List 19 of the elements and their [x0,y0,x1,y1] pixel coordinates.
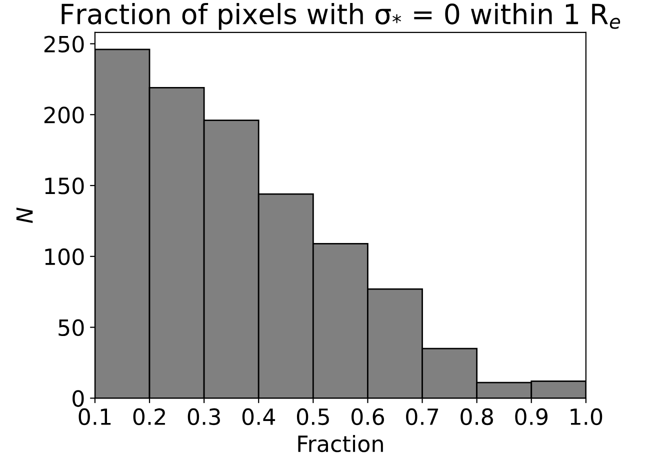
chart-title: Fraction of pixels with σ$_{*}$ = 0 within 1 R$_{e}$ [62,2,620,30]
y-axis-title: N [16,208,33,224]
x-tick-label: 0.4 [242,408,276,426]
x-tick-label: 0.8 [460,408,493,426]
y-tick-label: 150 [45,177,84,194]
y-tick-label: 100 [45,248,84,266]
x-tick-label: 0.6 [352,408,384,426]
x-tick-label: 0.1 [78,408,111,426]
x-axis-title: Fraction [298,434,383,452]
x-tick-label: 0.7 [406,408,438,426]
x-tick-label: 0.9 [515,408,548,426]
x-tick-label: 0.2 [133,408,165,426]
y-tick-label: 50 [58,319,84,336]
x-tick-label: 1.0 [570,408,602,426]
y-tick-label: 250 [44,36,84,53]
x-tick-label: 0.3 [188,408,220,426]
y-tick-label: 0 [72,390,84,407]
x-tick-label: 0.5 [296,408,329,426]
y-tick-label: 200 [44,106,84,124]
